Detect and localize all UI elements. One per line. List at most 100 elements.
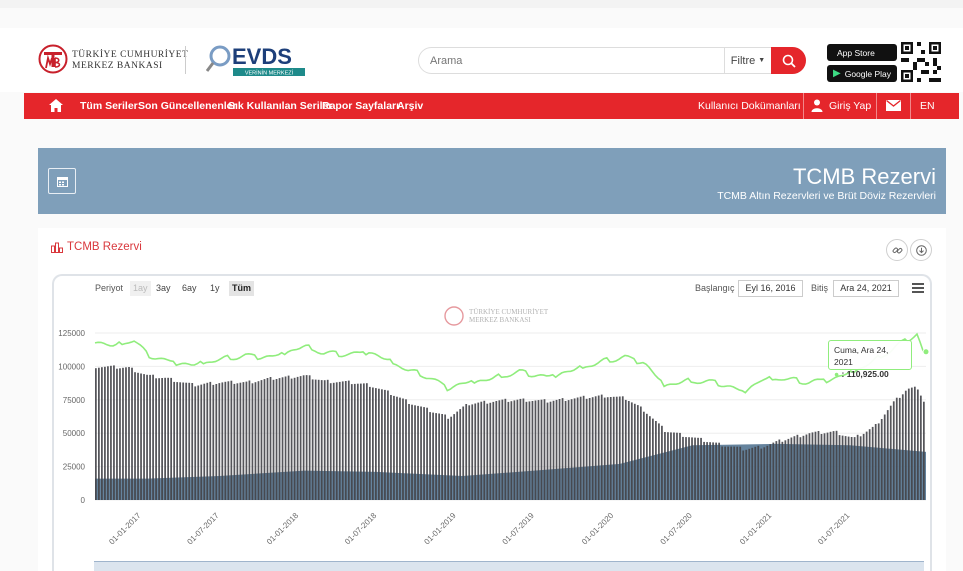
nav-user-docs[interactable]: Kullanıcı Dokümanları (698, 100, 801, 112)
column-bar (263, 379, 266, 500)
column-bar (733, 446, 736, 500)
column-bar (368, 386, 371, 500)
column-bar (182, 382, 185, 500)
start-date-input[interactable]: Eyl 16, 2016 (738, 280, 803, 297)
download-button[interactable] (910, 239, 932, 261)
period-1y-button[interactable]: 1y (210, 283, 220, 293)
column-bar (658, 423, 660, 500)
search-button[interactable] (771, 47, 806, 74)
column-bar (576, 397, 579, 500)
column-bar (131, 367, 133, 500)
search-icon (782, 54, 796, 68)
column-bar (314, 379, 317, 500)
column-bar (429, 412, 431, 500)
column-bar (901, 394, 904, 500)
column-bar (170, 377, 173, 500)
column-bar (477, 402, 480, 500)
column-bar (793, 436, 796, 500)
nav-report-pages[interactable]: Rapor Sayfaları (322, 100, 400, 112)
column-bar (703, 441, 705, 500)
google-play-button[interactable]: ▶ Google Play (827, 65, 897, 82)
app-store-button[interactable]: App Store (827, 44, 897, 61)
column-bar (552, 400, 555, 500)
column-bar (805, 434, 808, 500)
column-bar (188, 382, 191, 500)
tcmb-logo-icon[interactable] (38, 44, 68, 74)
chart-menu-icon[interactable] (912, 283, 924, 293)
bank-name[interactable]: TÜRKİYE CUMHURİYET MERKEZ BANKASI (72, 50, 188, 72)
column-bar (718, 442, 720, 500)
period-3ay-button[interactable]: 3ay (156, 283, 171, 293)
column-bar (892, 401, 895, 500)
x-tick-label: 01-01-2021 (738, 511, 774, 547)
column-bar (832, 431, 835, 500)
column-bar (913, 386, 916, 500)
page-title: TCMB Rezervi (792, 164, 936, 189)
column-bar (694, 437, 696, 500)
column-bar (453, 414, 456, 500)
line-series (94, 332, 930, 394)
nav-frequently-used[interactable]: Sık Kullanılan Seriler (228, 100, 333, 112)
column-bar (122, 367, 124, 500)
chart-watermark: TÜRKİYE CUMHURİYET MERKEZ BANKASI (444, 306, 549, 326)
column-bar (633, 403, 636, 500)
column-bar (119, 368, 121, 500)
column-bar (724, 446, 727, 500)
period-6ay-button[interactable]: 6ay (182, 283, 197, 293)
evds-logo[interactable]: EVDS VERİNİN MERKEZİ (206, 42, 308, 78)
column-bar (754, 446, 757, 500)
play-icon: ▶ (833, 68, 841, 79)
column-bar (504, 398, 507, 500)
column-bar (510, 401, 513, 500)
column-bar (176, 382, 179, 500)
y-tick-label: 0 (81, 496, 86, 505)
column-bar (269, 377, 272, 500)
filter-dropdown[interactable]: Filtre ▼ (724, 48, 771, 73)
x-tick-label: 01-01-2017 (107, 511, 143, 547)
copy-link-button[interactable] (886, 239, 908, 261)
y-axis-ticks: 0 25000 50000 75000 100000 125000 (58, 329, 85, 505)
column-bar (558, 399, 561, 500)
column-bar (435, 413, 437, 500)
column-bar (898, 397, 901, 500)
tooltip-marker: ● (834, 369, 840, 379)
column-bar (365, 383, 368, 500)
column-bar (817, 431, 820, 500)
column-bar (350, 384, 353, 500)
nav-recently-updated[interactable]: Son Güncellenenler (138, 100, 237, 112)
chart-navigator[interactable] (94, 561, 924, 571)
end-date-input[interactable]: Ara 24, 2021 (833, 280, 899, 297)
column-bar (570, 399, 573, 500)
period-all-button[interactable]: Tüm (229, 281, 254, 296)
calendar-button[interactable] (48, 168, 76, 194)
column-bar (185, 382, 188, 500)
period-1ay-button[interactable]: 1ay (130, 281, 151, 296)
column-bar (191, 383, 194, 500)
column-bar (179, 382, 182, 500)
column-bar (447, 418, 450, 500)
bank-name-line2: MERKEZ BANKASI (72, 61, 163, 71)
language-switch[interactable]: EN (920, 100, 935, 112)
nav-archive[interactable]: Arşiv (397, 100, 424, 112)
column-bar (594, 396, 597, 500)
login-link[interactable]: Giriş Yap (829, 100, 872, 112)
column-bar (161, 378, 163, 500)
search-input[interactable] (430, 51, 720, 70)
column-bar (257, 381, 260, 500)
home-icon[interactable] (48, 98, 64, 113)
column-bar (275, 379, 278, 500)
column-bar (676, 432, 678, 500)
magnifier-icon (209, 45, 231, 67)
line-series-path (94, 332, 927, 394)
column-bar (116, 368, 118, 500)
nav-all-series[interactable]: Tüm Seriler (80, 100, 138, 112)
column-bar (308, 375, 311, 500)
nav-separator (803, 93, 804, 119)
column-bar (588, 398, 591, 500)
tooltip-date: Cuma, Ara 24, 2021 (834, 345, 889, 367)
column-bar (603, 397, 606, 500)
column-bar (438, 413, 440, 500)
mail-icon[interactable] (886, 100, 901, 111)
column-series (95, 365, 925, 500)
column-bar (540, 399, 543, 500)
